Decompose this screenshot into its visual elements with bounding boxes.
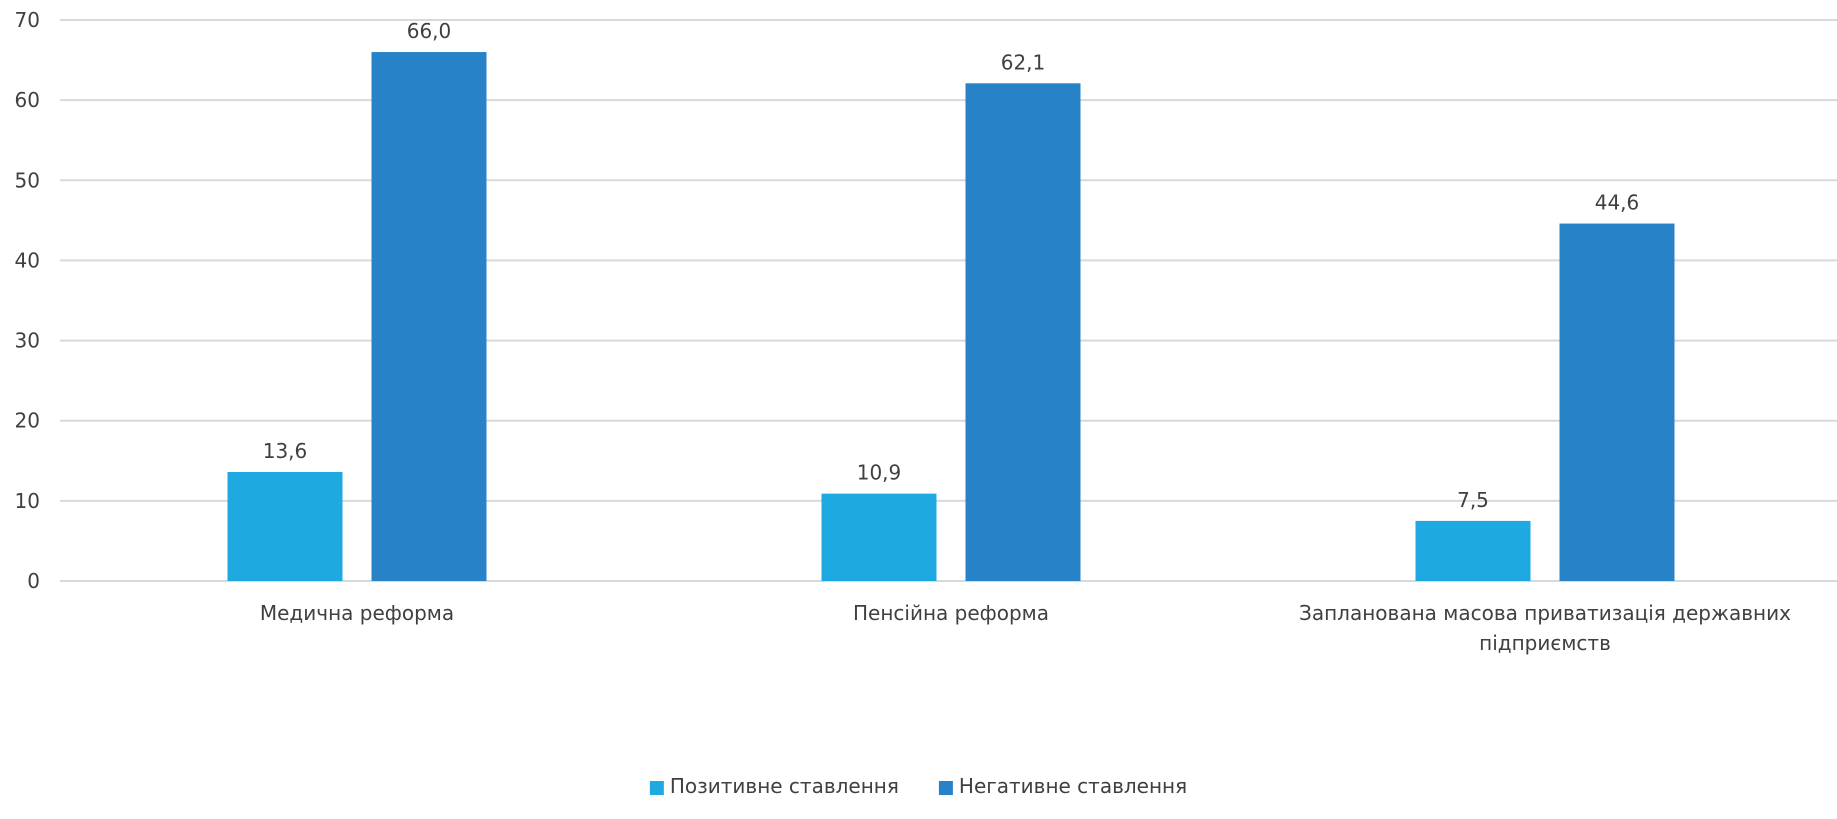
- category-label: Медична реформа: [260, 601, 454, 625]
- data-label: 44,6: [1595, 191, 1640, 215]
- y-tick-label: 20: [15, 409, 40, 433]
- y-tick-label: 0: [27, 569, 40, 593]
- legend-item-positive: Позитивне ставлення: [649, 774, 899, 798]
- category-label: підприємств: [1479, 631, 1611, 655]
- category-label: Запланована масова приватизація державни…: [1299, 601, 1791, 625]
- y-tick-label: 70: [15, 8, 40, 32]
- bar-positive-0: [227, 472, 343, 581]
- bar-negative-0: [371, 52, 487, 582]
- data-label: 7,5: [1457, 488, 1489, 512]
- data-label: 62,1: [1001, 50, 1046, 74]
- y-tick-label: 40: [15, 248, 40, 272]
- y-axis-ticks: 0 10 20 30 40 50 60 70: [15, 8, 40, 593]
- bars: [227, 52, 1675, 582]
- data-label: 10,9: [857, 461, 902, 485]
- y-tick-label: 60: [15, 88, 40, 112]
- legend-label: Негативне ставлення: [959, 774, 1187, 798]
- category-label: Пенсійна реформа: [853, 601, 1049, 625]
- bar-positive-1: [821, 493, 937, 581]
- data-label: 13,6: [263, 439, 308, 463]
- bar-positive-2: [1415, 520, 1531, 581]
- legend-swatch: [649, 781, 664, 795]
- bar-negative-2: [1559, 223, 1675, 581]
- legend-item-negative: Негативне ставлення: [938, 774, 1187, 798]
- bar-negative-1: [965, 83, 1081, 581]
- data-labels: 13,6 66,0 10,9 62,1 7,5 44,6: [263, 19, 1640, 512]
- legend: Позитивне ставлення Негативне ставлення: [649, 774, 1187, 798]
- y-tick-label: 50: [15, 168, 40, 192]
- y-tick-label: 30: [15, 329, 40, 353]
- x-axis-categories: Медична реформа Пенсійна реформа Запланова…: [260, 601, 1791, 655]
- data-label: 66,0: [407, 19, 452, 43]
- gridlines: [60, 19, 1837, 582]
- legend-swatch: [938, 781, 953, 795]
- legend-label: Позитивне ставлення: [670, 774, 899, 798]
- y-tick-label: 10: [15, 489, 40, 513]
